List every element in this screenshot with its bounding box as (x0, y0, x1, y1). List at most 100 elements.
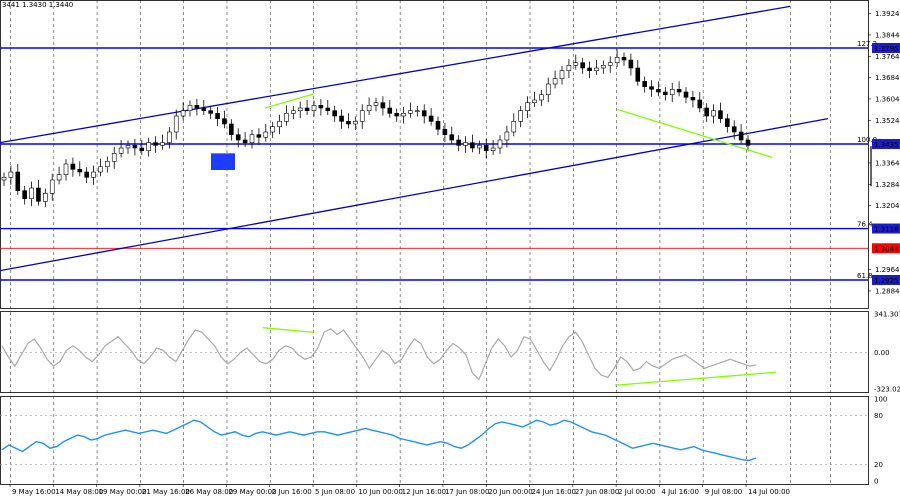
candle-body (676, 89, 682, 93)
candle-body (745, 139, 751, 146)
price-tick-label: 1.3924 (875, 10, 900, 18)
time-label: 26 May 08:00 (185, 488, 233, 496)
candle-body (683, 91, 689, 98)
panel-border-2 (0, 396, 869, 485)
candle-body (353, 121, 358, 125)
candle-body (153, 142, 158, 146)
fibonacci-levels: 127.21.3795 100.01.3435 76.41.3118 1.3044 61… (0, 40, 900, 285)
candle-body (297, 107, 303, 111)
candle-body (332, 110, 337, 117)
candlesticks (1, 49, 751, 208)
candle-body (738, 131, 744, 141)
level-percent-label: 76.4 (857, 221, 873, 229)
level-badge-label: 1.3118 (874, 226, 899, 234)
rsi-tick-label: 0 (874, 478, 878, 486)
candle-body (77, 169, 83, 173)
candle-body (539, 94, 544, 101)
candle-body (669, 89, 675, 95)
candle-body (311, 105, 317, 111)
candle-body (601, 65, 606, 69)
cci-tick-label: 0.00 (874, 349, 890, 357)
candle-body (1, 177, 7, 181)
candle-body (435, 121, 441, 130)
price-channel (0, 5, 829, 272)
candle-body (552, 78, 558, 85)
time-label: 19 May 00:00 (99, 488, 147, 496)
candle-body (518, 110, 523, 122)
candle-body (277, 121, 282, 127)
price-tick-label: 1.3764 (875, 53, 900, 61)
candle-body (29, 187, 34, 199)
candle-body (36, 187, 41, 202)
candle-body (477, 145, 482, 149)
candle-body (415, 110, 420, 112)
time-label: 9 May 16:00 (12, 488, 56, 496)
candle-body (318, 105, 324, 109)
candle-body (532, 99, 537, 103)
candle-body (718, 110, 723, 119)
cci-divergence-line (262, 327, 314, 333)
price-tick-label: 1.3284 (875, 181, 900, 189)
candle-body (256, 134, 262, 138)
time-label: 27 Jun 08:00 (575, 488, 619, 496)
rsi-panel: 100 80 20 0 (0, 396, 887, 486)
divergence-line (264, 93, 314, 109)
price-tick-label: 1.2884 (875, 287, 900, 295)
candle-body (408, 110, 413, 114)
candle-body (118, 147, 124, 154)
candle-body (63, 163, 69, 175)
level-percent-label: 127.2 (857, 40, 877, 48)
candle-body (470, 142, 475, 149)
candle-body (449, 134, 455, 141)
candle-body (697, 99, 703, 109)
level-badge (872, 243, 900, 254)
candle-body (43, 193, 48, 202)
candle-body (373, 102, 379, 106)
candle-body (167, 131, 172, 143)
cci-line (1, 328, 757, 381)
candle-body (566, 65, 572, 71)
channel-upper-line (0, 5, 791, 144)
time-label: 24 Jun 16:00 (532, 488, 576, 496)
time-label: 14 Jul 00:00 (748, 488, 790, 496)
level-badge (872, 223, 900, 234)
time-label: 17 Jun 08:00 (445, 488, 489, 496)
candle-body (545, 83, 551, 95)
candle-body (511, 121, 517, 133)
candle-body (573, 62, 579, 66)
candle-body (483, 145, 489, 151)
candle-body (525, 102, 530, 111)
candle-body (401, 113, 406, 117)
candle-body (70, 163, 76, 170)
candle-body (91, 171, 96, 178)
candle-body (84, 171, 89, 178)
candle-body (8, 171, 14, 178)
candle-body (497, 139, 503, 149)
candle-body (56, 174, 62, 181)
candle-body (304, 107, 310, 111)
level-percent-label: 61.8 (857, 272, 873, 280)
candle-body (49, 179, 55, 194)
price-tick-label: 1.2964 (875, 266, 900, 274)
candle-body (339, 115, 344, 122)
candle-body (215, 113, 220, 119)
candle-body (180, 110, 186, 117)
level-percent-label: 100.0 (857, 136, 877, 144)
chart-frame (0, 0, 869, 485)
cci-panel: 341.3079 0.00 -323.021 (0, 311, 900, 394)
candle-body (125, 145, 131, 149)
candle-body (160, 142, 165, 146)
candle-body (428, 115, 434, 122)
trendlines (264, 93, 773, 158)
grid-lines (10, 0, 831, 484)
time-label: 21 May 16:00 (142, 488, 190, 496)
level-badge-label: 1.3044 (874, 245, 899, 253)
panel-border-0 (0, 0, 869, 309)
candle-body (366, 105, 372, 111)
candle-body (587, 67, 592, 71)
time-label: 14 May 08:00 (55, 488, 103, 496)
candle-body (463, 142, 468, 146)
candle-body (621, 57, 627, 61)
